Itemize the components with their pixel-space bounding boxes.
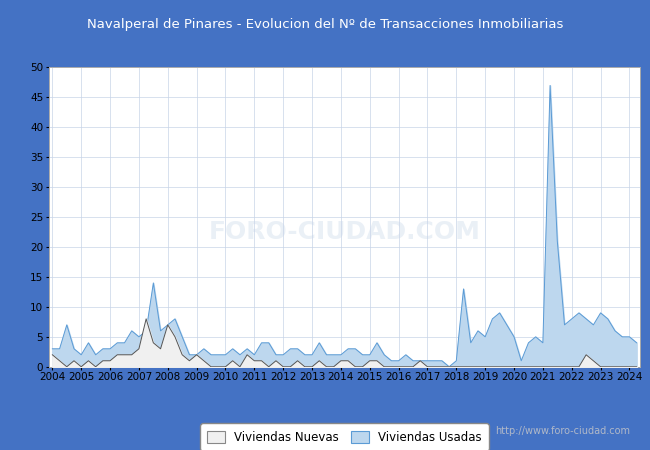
- Text: http://www.foro-ciudad.com: http://www.foro-ciudad.com: [495, 427, 630, 436]
- Text: FORO-CIUDAD.COM: FORO-CIUDAD.COM: [209, 220, 480, 244]
- Legend: Viviendas Nuevas, Viviendas Usadas: Viviendas Nuevas, Viviendas Usadas: [200, 423, 489, 450]
- Text: Navalperal de Pinares - Evolucion del Nº de Transacciones Inmobiliarias: Navalperal de Pinares - Evolucion del Nº…: [87, 18, 563, 31]
